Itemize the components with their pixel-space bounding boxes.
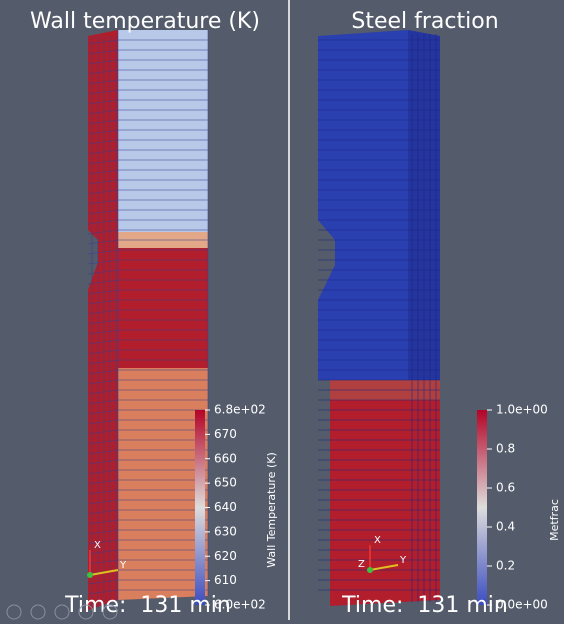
colorbar-tick-label: 0.8 xyxy=(496,442,515,456)
time-label: Time: 131 min xyxy=(341,593,508,618)
colorbar-tick-label: 650 xyxy=(214,476,237,490)
colorbar-tick-label: 630 xyxy=(214,524,237,538)
colorbar-tick-label: 620 xyxy=(214,549,237,563)
axis-origin xyxy=(87,572,93,578)
view-title: Steel fraction xyxy=(351,9,498,34)
axis-origin xyxy=(367,567,373,573)
colorbar-tick-label: 0.2 xyxy=(496,559,515,573)
view-title: Wall temperature (K) xyxy=(30,9,260,34)
paraview-views: Wall temperature (K) 6.8e+02 670 660 650 640 6… xyxy=(0,0,564,620)
colorbar-tick-label: 0.6 xyxy=(496,481,515,495)
colorbar-tick-label: 670 xyxy=(214,427,237,441)
colorbar-tick-label: 1.0e+00 xyxy=(496,403,548,417)
colorbar-tick-label: 640 xyxy=(214,500,237,514)
colorbar-title: Wall Temperature (K) xyxy=(265,452,278,568)
colorbar-title: Metfrac xyxy=(548,499,561,541)
axis-label: Y xyxy=(399,555,407,566)
colorbar-tick-label: 6.8e+02 xyxy=(214,403,266,417)
colorbar-tick-label: 0.4 xyxy=(496,520,515,534)
axis-label: X xyxy=(374,535,381,546)
colorbar-tick-label: 660 xyxy=(214,451,237,465)
axis-label: Y xyxy=(119,560,127,571)
axis-label: X xyxy=(94,540,101,551)
colorbar xyxy=(477,410,487,605)
temperature-model xyxy=(88,30,208,610)
steel-fraction-model xyxy=(318,30,440,606)
colorbar-tick-label: 610 xyxy=(214,573,237,587)
axis-label: Z xyxy=(358,559,365,570)
colorbar xyxy=(195,410,205,605)
